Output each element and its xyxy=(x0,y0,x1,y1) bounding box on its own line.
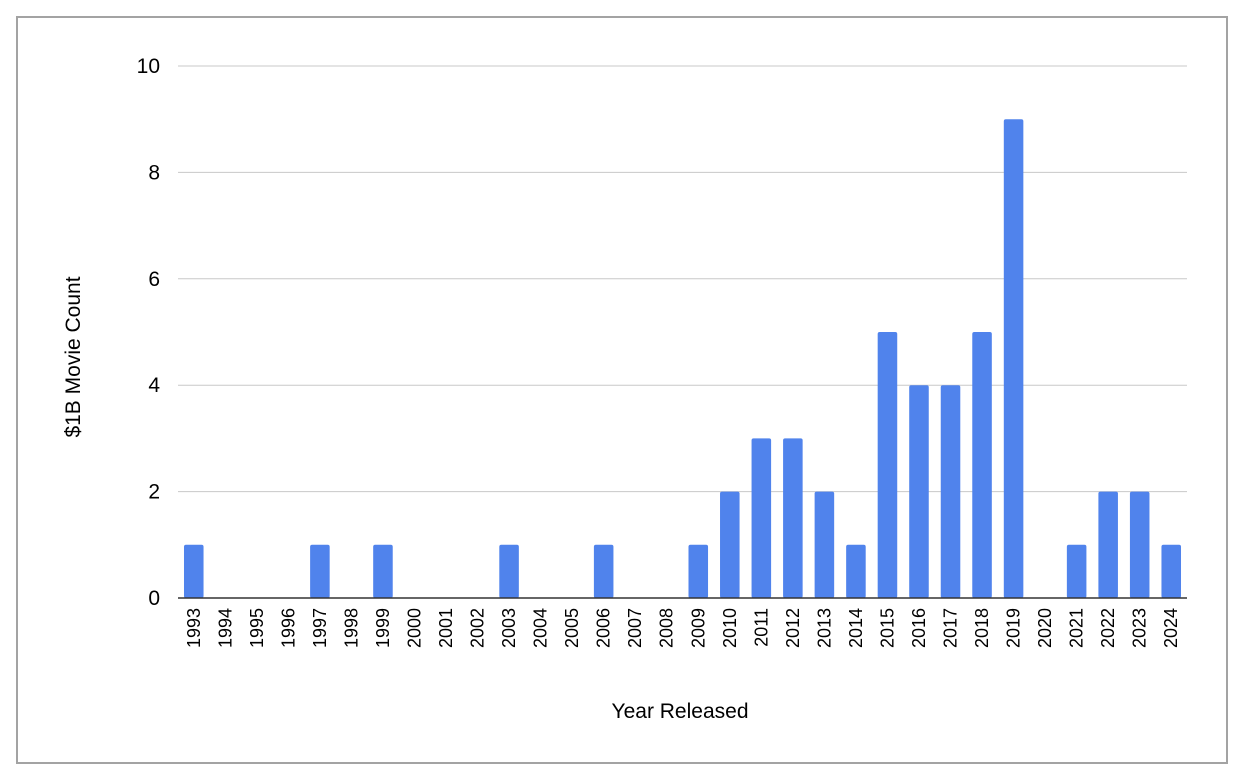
x-tick-label: 2015 xyxy=(877,608,897,648)
bar-2003 xyxy=(499,544,519,598)
x-tick-label: 2013 xyxy=(814,608,834,648)
x-tick-label: 2003 xyxy=(499,608,519,648)
bar-2015 xyxy=(877,332,898,598)
x-tick-label: 2001 xyxy=(436,608,456,648)
bar-1993 xyxy=(183,544,204,598)
x-tick-label: 1996 xyxy=(278,608,298,648)
x-tick-label: 2014 xyxy=(846,608,866,648)
bar-1999 xyxy=(373,544,393,598)
x-tick-label: 2005 xyxy=(562,608,582,648)
y-tick-label: 0 xyxy=(148,587,160,610)
x-tick-label: 2000 xyxy=(404,608,424,648)
y-tick-labels: 0 2 4 6 8 10 xyxy=(137,55,161,610)
y-tick-label: 8 xyxy=(148,161,160,184)
x-tick-label: 2009 xyxy=(688,608,708,648)
chart-frame xyxy=(16,16,1228,764)
bar-2023 xyxy=(1129,491,1150,598)
y-tick-label: 2 xyxy=(148,481,160,504)
x-tick-label: 2006 xyxy=(594,608,614,648)
bar-2011 xyxy=(751,438,772,598)
bars xyxy=(183,119,1182,598)
x-axis-title: Year Released xyxy=(612,700,749,723)
x-tick-label: 2011 xyxy=(751,608,771,647)
x-tick-label: 2012 xyxy=(783,608,803,648)
y-tick-label: 10 xyxy=(137,55,160,78)
y-axis-title: $1B Movie Count xyxy=(62,276,85,437)
bar-2013 xyxy=(814,491,835,598)
y-tick-label: 4 xyxy=(148,374,160,397)
bar-2010 xyxy=(720,491,740,598)
bar-2017 xyxy=(940,385,961,598)
x-tick-label: 2002 xyxy=(468,608,488,648)
bar-2006 xyxy=(593,544,614,598)
bar-2021 xyxy=(1066,544,1087,598)
x-tick-labels: 1993 1994 1995 1996 1997 1998 1999 2000 2001 2002… xyxy=(184,608,1181,648)
bar-2024 xyxy=(1161,544,1182,598)
x-tick-label: 1997 xyxy=(310,608,330,648)
x-tick-label: 2017 xyxy=(941,608,961,648)
x-tick-label: 2021 xyxy=(1067,608,1087,648)
bar-2014 xyxy=(846,544,866,598)
x-tick-label: 2007 xyxy=(625,608,645,648)
bar-2022 xyxy=(1098,491,1118,598)
x-tick-label: 2019 xyxy=(1004,608,1024,648)
x-tick-label: 2004 xyxy=(531,608,551,648)
bar-2018 xyxy=(972,332,992,598)
x-tick-label: 2018 xyxy=(972,608,992,648)
x-tick-label: 2024 xyxy=(1161,608,1181,648)
x-tick-label: 1994 xyxy=(215,608,235,648)
x-tick-label: 2023 xyxy=(1130,608,1150,648)
x-tick-label: 1999 xyxy=(373,608,393,648)
x-tick-label: 1993 xyxy=(184,608,204,648)
x-tick-label: 2010 xyxy=(720,608,740,648)
bar-2009 xyxy=(688,544,709,598)
x-tick-label: 1995 xyxy=(247,608,267,648)
x-tick-label: 2016 xyxy=(909,608,929,648)
x-tick-label: 2020 xyxy=(1035,608,1055,648)
bar-2019 xyxy=(1003,119,1024,598)
bar-2012 xyxy=(783,438,803,598)
x-tick-label: 2008 xyxy=(657,608,677,648)
bar-1997 xyxy=(310,544,330,598)
x-tick-label: 1998 xyxy=(341,608,361,648)
bar-2016 xyxy=(909,385,929,598)
y-tick-label: 6 xyxy=(148,268,160,291)
gridlines xyxy=(178,65,1187,493)
x-tick-label: 2022 xyxy=(1098,608,1118,648)
